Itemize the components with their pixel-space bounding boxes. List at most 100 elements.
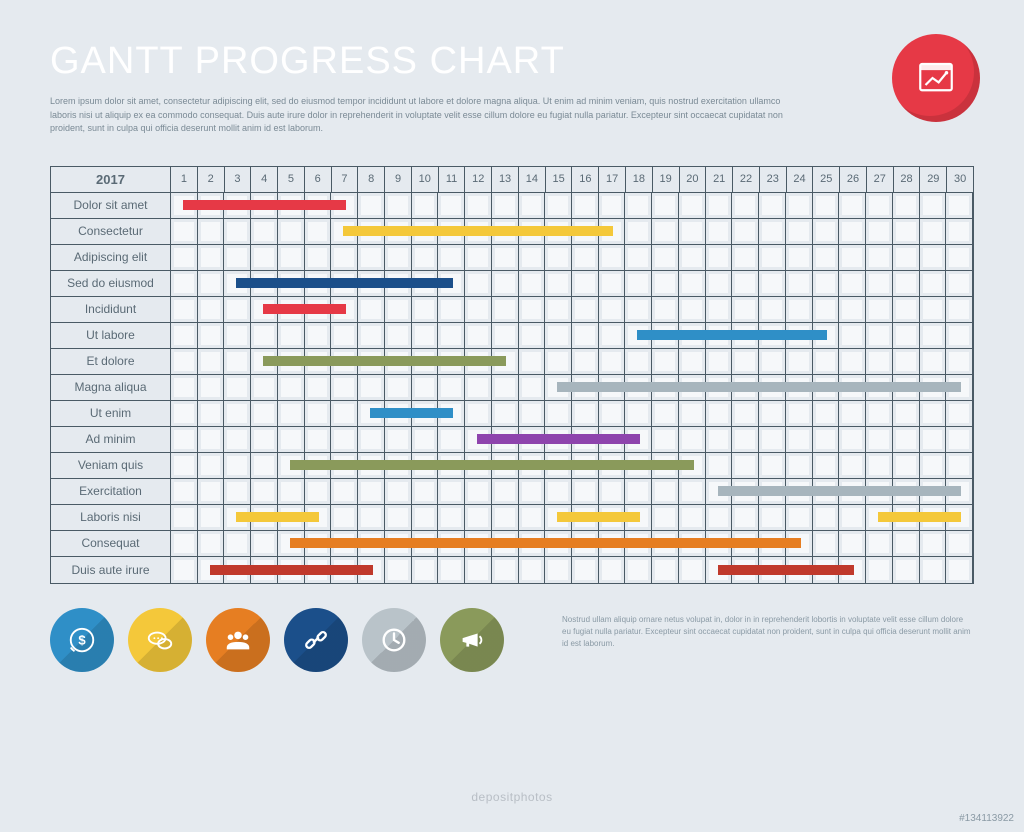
gantt-cell — [331, 427, 358, 452]
gantt-cell — [893, 453, 920, 478]
gantt-cell — [305, 479, 332, 504]
gantt-cell — [893, 427, 920, 452]
gantt-cell — [438, 505, 465, 530]
gantt-cell — [519, 505, 546, 530]
gantt-cell — [251, 375, 278, 400]
gantt-cell — [866, 193, 893, 218]
gantt-cell — [946, 219, 973, 244]
gantt-cell — [572, 245, 599, 270]
gantt-cell — [625, 323, 652, 348]
gantt-cell — [358, 193, 385, 218]
gantt-row-label: Sed do eiusmod — [51, 271, 171, 296]
gantt-cell — [171, 505, 198, 530]
gantt-cell — [893, 297, 920, 322]
gantt-cell — [920, 505, 947, 530]
gantt-cell — [305, 245, 332, 270]
gantt-cell — [198, 245, 225, 270]
gantt-cell — [866, 557, 893, 583]
gantt-cell — [305, 297, 332, 322]
gantt-cell — [893, 505, 920, 530]
gantt-cell — [412, 323, 439, 348]
gantt-cell — [625, 297, 652, 322]
gantt-cell — [438, 531, 465, 556]
gantt-cell — [732, 531, 759, 556]
gantt-cell — [278, 349, 305, 374]
gantt-cell — [519, 219, 546, 244]
gantt-row-label: Et dolore — [51, 349, 171, 374]
gantt-cell — [385, 271, 412, 296]
gantt-cell — [385, 505, 412, 530]
gantt-row-label: Adipiscing elit — [51, 245, 171, 270]
gantt-cell — [679, 505, 706, 530]
gantt-cell — [305, 453, 332, 478]
gantt-cell — [706, 479, 733, 504]
gantt-row: Laboris nisi — [51, 505, 973, 531]
gantt-cell — [412, 479, 439, 504]
gantt-cell — [519, 349, 546, 374]
gantt-cell — [224, 427, 251, 452]
gantt-cell — [893, 375, 920, 400]
gantt-cell — [920, 193, 947, 218]
gantt-day-header: 2 — [198, 167, 225, 192]
gantt-cell — [251, 479, 278, 504]
gantt-day-header: 6 — [305, 167, 332, 192]
gantt-cell — [866, 531, 893, 556]
gantt-cell — [438, 401, 465, 426]
gantt-cell — [599, 531, 626, 556]
gantt-cell — [519, 427, 546, 452]
gantt-cell — [545, 271, 572, 296]
gantt-cell — [706, 453, 733, 478]
gantt-header-row: 2017123456789101112131415161718192021222… — [51, 167, 973, 193]
gantt-cell — [358, 245, 385, 270]
gantt-cell — [866, 245, 893, 270]
gantt-cell — [412, 557, 439, 583]
gantt-cell — [625, 453, 652, 478]
gantt-cell — [224, 297, 251, 322]
gantt-cell — [652, 505, 679, 530]
gantt-cell — [358, 271, 385, 296]
gantt-cell — [920, 427, 947, 452]
gantt-day-header: 28 — [894, 167, 921, 192]
gantt-cell — [920, 479, 947, 504]
gantt-cell — [786, 505, 813, 530]
gantt-cell — [358, 297, 385, 322]
gantt-cell — [198, 375, 225, 400]
gantt-cell — [171, 479, 198, 504]
gantt-cell — [625, 193, 652, 218]
gantt-cell — [251, 427, 278, 452]
gantt-cell — [679, 479, 706, 504]
gantt-cell — [786, 271, 813, 296]
gantt-cell — [813, 453, 840, 478]
gantt-cell — [224, 323, 251, 348]
gantt-row: Ut enim — [51, 401, 973, 427]
gantt-cell — [946, 323, 973, 348]
gantt-cell — [438, 193, 465, 218]
gantt-cell — [251, 297, 278, 322]
gantt-cell — [652, 323, 679, 348]
gantt-day-header: 17 — [599, 167, 626, 192]
gantt-day-header: 15 — [546, 167, 573, 192]
gantt-cell — [545, 557, 572, 583]
gantt-cell — [946, 401, 973, 426]
gantt-cell — [438, 323, 465, 348]
gantt-day-header: 8 — [358, 167, 385, 192]
gantt-cell — [652, 271, 679, 296]
gantt-cell — [465, 375, 492, 400]
gantt-cell — [438, 375, 465, 400]
gantt-cell — [545, 427, 572, 452]
gantt-cell — [465, 479, 492, 504]
gantt-row: Adipiscing elit — [51, 245, 973, 271]
gantt-cell — [599, 349, 626, 374]
gantt-cell — [438, 219, 465, 244]
gantt-cell — [198, 323, 225, 348]
gantt-cell — [171, 427, 198, 452]
gantt-cell — [492, 193, 519, 218]
gantt-cell — [839, 297, 866, 322]
gantt-cell — [331, 271, 358, 296]
gantt-cell — [732, 401, 759, 426]
gantt-day-header: 30 — [947, 167, 973, 192]
gantt-row-label: Exercitation — [51, 479, 171, 504]
gantt-row: Et dolore — [51, 349, 973, 375]
gantt-cell — [679, 427, 706, 452]
gantt-row: Consectetur — [51, 219, 973, 245]
